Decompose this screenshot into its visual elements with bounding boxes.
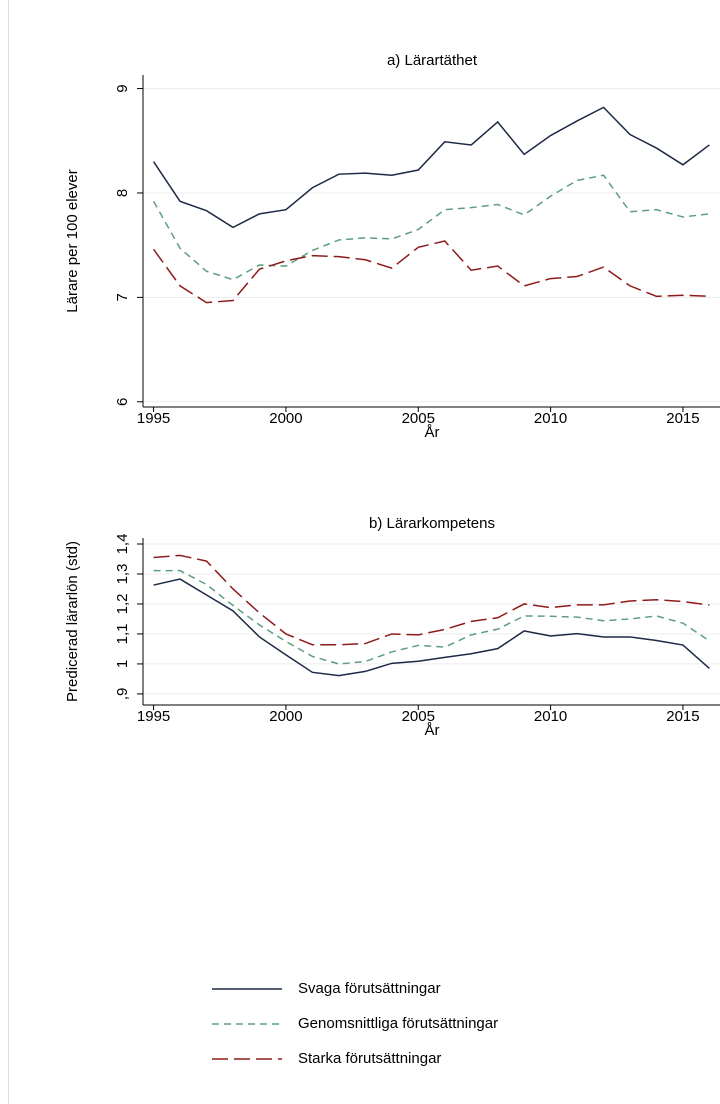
x-tick-label: 2010 [534, 410, 567, 427]
series-line [153, 569, 710, 665]
x-tick-label: 2005 [402, 410, 435, 427]
series-line [153, 578, 710, 677]
x-tick-label: 2015 [666, 708, 699, 725]
y-axis-label: Predicerad lärarlön (std) [64, 541, 81, 702]
y-tick-label: 8 [114, 189, 131, 197]
y-tick-label: 1,2 [114, 594, 131, 615]
x-tick-label: 2015 [666, 410, 699, 427]
y-tick-label: ,9 [114, 688, 131, 701]
x-axis-label: År [425, 424, 440, 441]
legend-label: Starka förutsättningar [298, 1050, 441, 1067]
legend-label: Genomsnittliga förutsättningar [298, 1015, 498, 1032]
legend-label: Svaga förutsättningar [298, 980, 441, 997]
x-axis-label: År [425, 722, 440, 739]
y-tick-label: 9 [114, 84, 131, 92]
series-line [152, 240, 710, 304]
x-tick-label: 2010 [534, 708, 567, 725]
series-line [152, 106, 710, 229]
chart-title: a) Lärartäthet [387, 52, 478, 69]
series-line [152, 174, 710, 281]
y-tick-label: 6 [114, 398, 131, 406]
x-tick-label: 2005 [402, 708, 435, 725]
series-line [153, 554, 710, 646]
x-tick-label: 1995 [137, 410, 170, 427]
y-axis-label: Lärare per 100 elever [64, 169, 81, 312]
y-tick-label: 1,4 [114, 534, 131, 555]
y-tick-label: 7 [114, 293, 131, 301]
y-tick-label: 1,3 [114, 564, 131, 585]
x-tick-label: 2000 [269, 410, 302, 427]
chart-title: b) Lärarkompetens [369, 515, 495, 532]
x-tick-label: 2000 [269, 708, 302, 725]
page-border [8, 0, 9, 1104]
y-tick-label: 1,1 [114, 624, 131, 645]
y-tick-label: 1 [114, 660, 131, 668]
x-tick-label: 1995 [137, 708, 170, 725]
